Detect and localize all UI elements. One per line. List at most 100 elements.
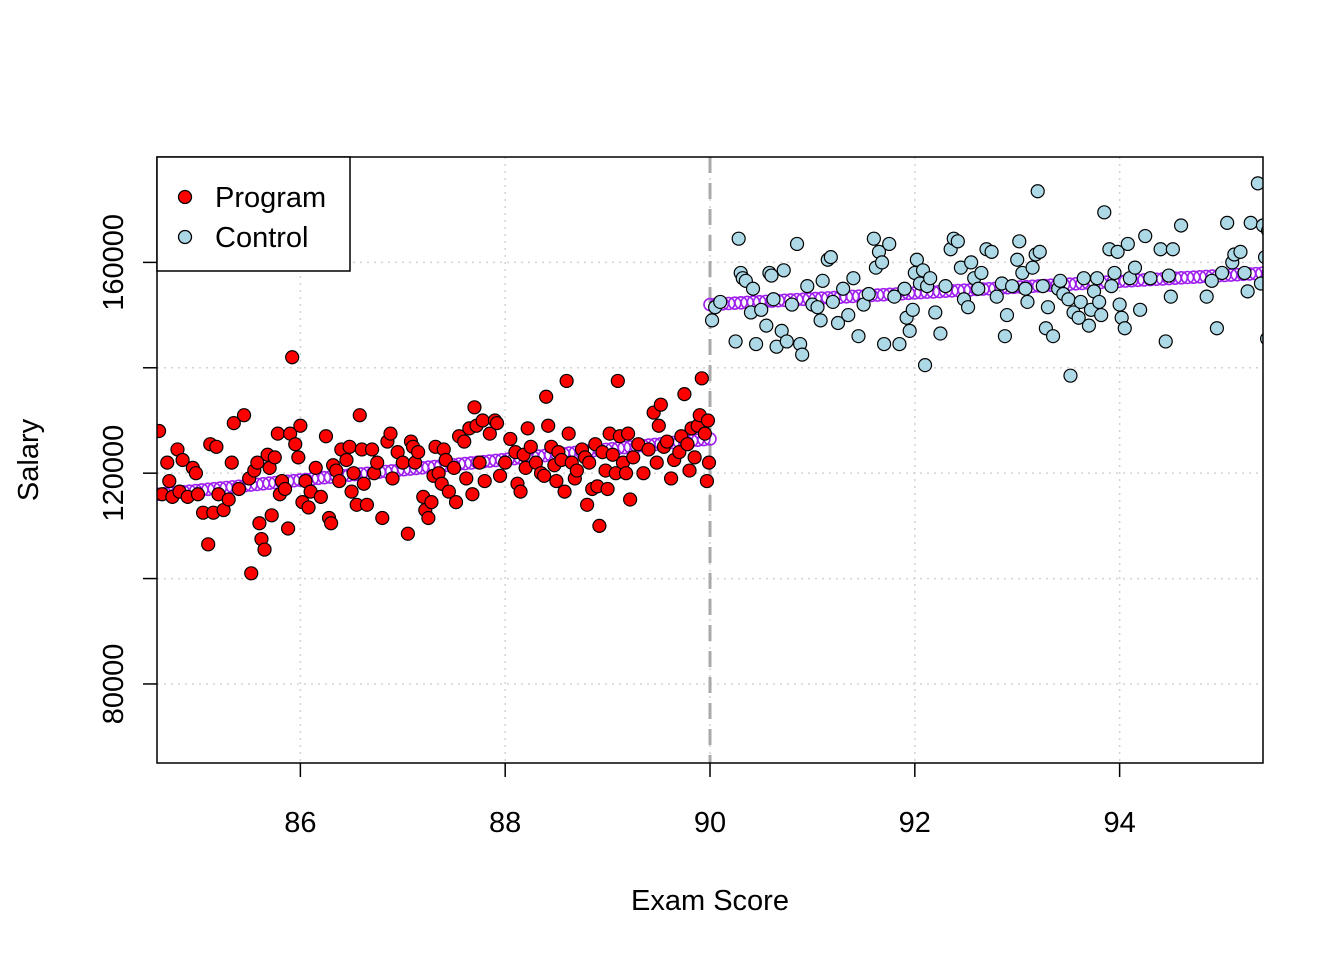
control-point (1110, 244, 1125, 259)
program-point (700, 413, 716, 428)
program-point (285, 350, 300, 365)
control-point (964, 255, 979, 270)
control-point (1165, 242, 1180, 257)
control-point (1081, 318, 1097, 333)
program-point (318, 429, 334, 444)
program-point (190, 487, 206, 502)
control-point (1199, 289, 1214, 304)
control-point (1127, 260, 1143, 275)
control-point (1005, 279, 1020, 294)
control-point (713, 294, 728, 310)
control-point (1012, 234, 1027, 249)
program-point (557, 484, 572, 499)
control-point (989, 289, 1004, 304)
program-point (250, 455, 265, 470)
control-point (1143, 271, 1158, 286)
program-point (677, 387, 692, 402)
control-point (851, 329, 866, 344)
program-point (580, 497, 595, 512)
control-point (1018, 281, 1033, 296)
control-point (1020, 294, 1035, 310)
x-axis-title: Exam Score (631, 885, 789, 917)
control-point (1173, 218, 1189, 233)
control-point (1257, 250, 1263, 264)
control-point (1104, 279, 1119, 294)
control-point (984, 244, 999, 259)
program-point (157, 423, 167, 439)
control-point (997, 329, 1013, 344)
control-point (892, 336, 907, 352)
control-point (784, 297, 800, 312)
control-point (971, 281, 986, 296)
program-point (252, 516, 267, 531)
program-point (687, 450, 702, 465)
program-point (605, 447, 620, 462)
program-point (421, 510, 436, 526)
program-point (489, 416, 505, 431)
program-point (680, 437, 695, 452)
program-point (541, 418, 556, 433)
y-axis: 80000 120000 160000 (98, 214, 157, 724)
control-point (1097, 205, 1112, 220)
control-point (1107, 265, 1122, 281)
control-point (876, 336, 892, 352)
program-point (280, 521, 296, 536)
program-point (162, 473, 177, 489)
control-point (836, 281, 851, 296)
control-point (1243, 215, 1258, 230)
control-point (1158, 334, 1173, 349)
control-point (825, 294, 840, 310)
program-point (663, 471, 679, 486)
control-point (1040, 300, 1056, 315)
control-point (902, 323, 917, 338)
control-point (1092, 294, 1107, 310)
control-point (1089, 271, 1105, 286)
control-point (1120, 236, 1135, 252)
x-tick-label: 86 (284, 807, 316, 839)
program-point (636, 466, 651, 481)
program-point (448, 495, 464, 510)
program-point (359, 497, 375, 512)
program-point (623, 492, 638, 507)
program-point (201, 537, 216, 552)
control-point (1161, 268, 1176, 283)
program-point (411, 444, 426, 460)
program-point (492, 468, 508, 483)
control-point (1035, 279, 1050, 294)
control-point (1237, 265, 1252, 281)
program-point (441, 484, 456, 499)
control-point (1071, 310, 1086, 325)
legend-control-label: Control (215, 222, 309, 254)
control-point (830, 315, 846, 331)
control-point (1045, 329, 1061, 344)
program-point (370, 455, 385, 470)
control-point (823, 250, 838, 265)
program-point (620, 426, 636, 441)
program-point (459, 471, 474, 486)
program-point (375, 510, 390, 526)
program-point (395, 455, 410, 470)
program-point (457, 434, 472, 449)
control-point (887, 289, 902, 304)
control-point (874, 255, 890, 270)
control-point (1112, 297, 1127, 312)
control-point (1220, 215, 1235, 230)
control-point (1076, 271, 1091, 286)
program-point (513, 484, 528, 499)
y-tick-label: 80000 (98, 644, 130, 725)
program-point (475, 413, 490, 428)
program-point (383, 426, 398, 441)
program-point (503, 431, 518, 447)
program-point (236, 408, 252, 423)
control-point (1010, 252, 1025, 267)
control-point (866, 231, 881, 246)
program-point (539, 389, 554, 404)
program-point (482, 426, 497, 441)
control-point (810, 300, 825, 315)
program-point (175, 452, 190, 468)
program-point (364, 442, 380, 457)
program-point (651, 418, 666, 433)
x-tick-label: 92 (899, 807, 931, 839)
program-point (424, 495, 439, 510)
program-point (618, 466, 634, 481)
